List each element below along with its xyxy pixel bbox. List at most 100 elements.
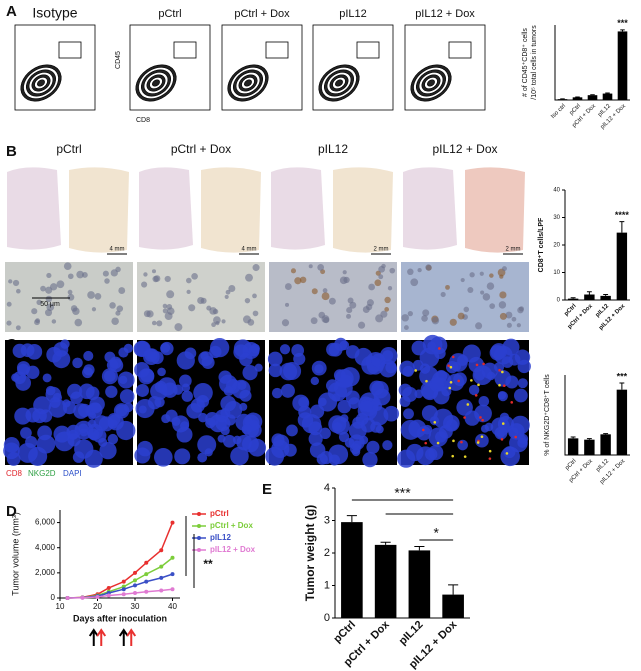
cell xyxy=(162,308,168,314)
nucleus xyxy=(217,434,226,443)
cell xyxy=(164,275,171,283)
panel-label: E xyxy=(262,481,272,498)
marker xyxy=(449,381,453,384)
cell xyxy=(36,299,42,306)
nucleus xyxy=(118,347,129,358)
nucleus xyxy=(223,434,236,448)
cell xyxy=(482,293,491,301)
cell xyxy=(45,286,53,294)
cell xyxy=(346,307,353,314)
nucleus xyxy=(137,440,153,457)
cell xyxy=(486,282,495,290)
tissue xyxy=(333,167,393,253)
y-tick-label: 3 xyxy=(324,514,330,526)
cell xyxy=(431,316,440,325)
nucleus xyxy=(60,339,70,349)
error-bar xyxy=(414,546,425,551)
flow-label: Isotype xyxy=(32,5,77,21)
point xyxy=(133,583,137,588)
cell xyxy=(378,274,384,280)
cell xyxy=(449,318,457,326)
cell xyxy=(6,301,12,307)
nucleus xyxy=(72,357,83,369)
y-tick-label: 20 xyxy=(553,243,560,249)
nucleus xyxy=(135,383,149,397)
bar xyxy=(567,298,579,300)
nucleus xyxy=(157,367,166,377)
marker xyxy=(451,355,455,359)
nucleus xyxy=(86,423,104,440)
scale-bar-label: 2 mm xyxy=(374,247,389,253)
nucleus xyxy=(153,448,173,467)
nucleus xyxy=(337,399,352,414)
nucleus xyxy=(198,351,214,367)
legend-marker xyxy=(197,524,201,528)
marker xyxy=(452,439,455,443)
nucleus xyxy=(340,414,349,423)
cell xyxy=(76,270,84,279)
cell xyxy=(200,297,207,304)
scale-bar-label: 4 mm xyxy=(110,247,125,253)
nucleus xyxy=(319,427,331,440)
nucleus xyxy=(239,389,252,402)
marker xyxy=(500,438,504,441)
tissue xyxy=(7,167,61,250)
point xyxy=(170,555,175,560)
marker xyxy=(501,370,504,374)
histology-label: pIL12 + Dox xyxy=(432,142,497,156)
error-bar xyxy=(603,433,609,435)
cell xyxy=(317,263,325,271)
point xyxy=(144,589,149,594)
nucleus xyxy=(399,396,411,408)
marker xyxy=(451,454,455,458)
cell xyxy=(384,307,390,312)
nucleus xyxy=(402,365,414,377)
legend-marker xyxy=(197,512,201,516)
x-axis-label: Days after inoculation xyxy=(73,613,167,623)
cell xyxy=(252,293,257,299)
bar xyxy=(616,232,628,300)
point xyxy=(121,587,126,592)
cell xyxy=(375,314,384,323)
nucleus xyxy=(457,439,468,451)
panel-label: B xyxy=(6,143,17,160)
bar xyxy=(600,295,611,300)
nucleus xyxy=(181,383,191,392)
stain-legend: DAPI xyxy=(63,469,82,478)
legend-label: pIL12 + Dox xyxy=(210,545,256,554)
x-tick-label: pIL12 xyxy=(397,619,426,648)
marker xyxy=(477,383,480,387)
legend-label: pIL12 xyxy=(210,533,231,542)
cell xyxy=(141,281,148,288)
nucleus xyxy=(26,344,43,360)
cell xyxy=(323,316,330,324)
nucleus xyxy=(517,437,528,448)
cell xyxy=(166,304,173,310)
nucleus xyxy=(268,363,283,378)
cell xyxy=(224,294,229,299)
dosing-arrow xyxy=(88,628,99,646)
nucleus xyxy=(230,446,249,466)
nucleus xyxy=(237,380,247,391)
nucleus xyxy=(344,437,355,448)
cell xyxy=(284,302,290,307)
x-tick-label: 30 xyxy=(131,602,140,611)
bar xyxy=(584,439,595,455)
marker xyxy=(421,428,425,432)
nucleus xyxy=(78,423,89,434)
cell xyxy=(247,319,255,326)
nucleus xyxy=(209,345,222,359)
gate xyxy=(448,41,472,59)
tissue xyxy=(139,167,193,250)
cell xyxy=(143,272,148,277)
nucleus xyxy=(398,383,412,397)
gate xyxy=(265,41,289,59)
cell xyxy=(151,269,157,274)
nucleus xyxy=(109,358,124,373)
tissue xyxy=(69,167,129,253)
flow-label: pCtrl + Dox xyxy=(234,8,290,20)
cell xyxy=(284,283,292,290)
y-tick-label: 4 xyxy=(324,482,330,494)
cell xyxy=(362,306,370,314)
